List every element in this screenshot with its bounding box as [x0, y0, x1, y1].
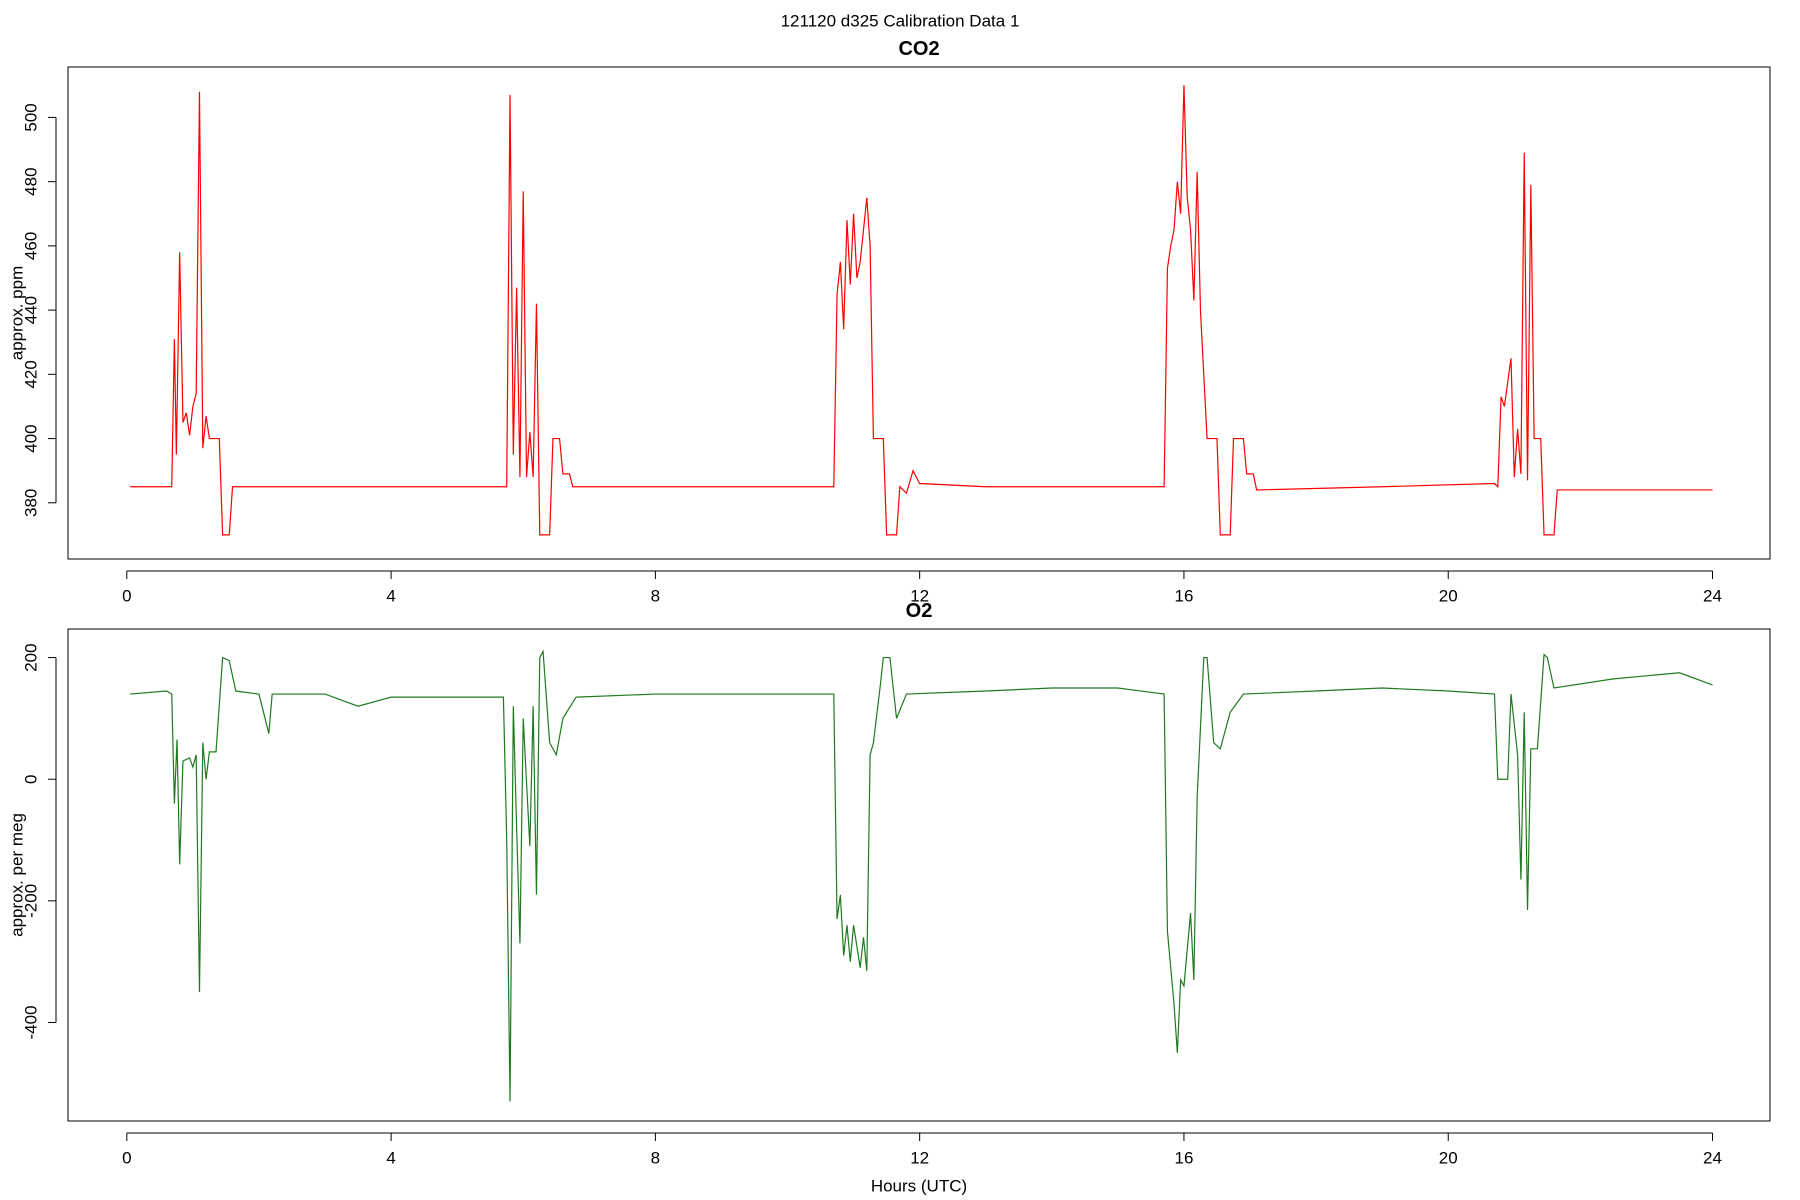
- x-tick-label: 0: [122, 1148, 131, 1167]
- x-tick-label: 16: [1174, 1148, 1193, 1167]
- y-tick-label: 200: [21, 643, 40, 671]
- x-axis-label: Hours (UTC): [871, 1176, 967, 1195]
- x-tick-label: 12: [910, 586, 929, 605]
- x-tick-label: 4: [386, 586, 395, 605]
- x-tick-label: 24: [1703, 586, 1722, 605]
- y-axis-label: approx. ppm: [7, 266, 26, 361]
- x-tick-label: 20: [1439, 586, 1458, 605]
- data-line: [130, 85, 1713, 536]
- x-tick-label: 8: [651, 586, 660, 605]
- y-tick-label: 440: [21, 296, 40, 324]
- plot-frame: [67, 628, 1771, 1122]
- x-tick-label: 12: [910, 1148, 929, 1167]
- x-tick-label: 16: [1174, 586, 1193, 605]
- y-tick-label: 0: [21, 774, 40, 783]
- x-tick-label: 8: [651, 1148, 660, 1167]
- y-tick-label: 420: [21, 360, 40, 388]
- y-tick-label: 480: [21, 167, 40, 195]
- figure-title: 121120 d325 Calibration Data 1: [781, 11, 1020, 30]
- x-tick-label: 20: [1439, 1148, 1458, 1167]
- y-tick-label: 400: [21, 424, 40, 452]
- chart-title: CO2: [898, 38, 939, 60]
- data-line: [130, 649, 1713, 1102]
- x-tick-label: 24: [1703, 1148, 1722, 1167]
- x-tick-label: 0: [122, 586, 131, 605]
- x-tick-label: 4: [386, 1148, 395, 1167]
- y-tick-label: 500: [21, 103, 40, 131]
- y-tick-label: -400: [21, 1005, 40, 1039]
- y-axis-label: approx. per meg: [7, 813, 26, 937]
- plot-frame: [67, 66, 1771, 560]
- y-tick-label: 380: [21, 489, 40, 517]
- y-tick-label: -200: [21, 884, 40, 918]
- y-tick-label: 460: [21, 232, 40, 260]
- chart-title: O2: [906, 600, 933, 622]
